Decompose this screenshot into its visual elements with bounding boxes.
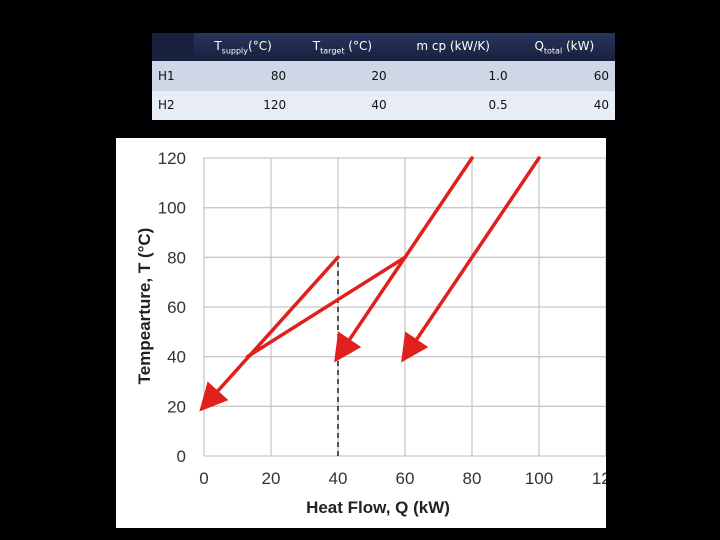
y-tick-label: 80 bbox=[167, 248, 186, 267]
table-row: H2 120 40 0.5 40 bbox=[152, 91, 615, 121]
table-header-row: Tsupply(°C) Ttarget (°C) m cp (kW/K) Qto… bbox=[152, 33, 615, 61]
y-tick-label: 0 bbox=[177, 447, 186, 466]
y-axis-title: Tempearture, T (°C) bbox=[135, 228, 154, 385]
table-cell: 1.0 bbox=[488, 69, 508, 83]
series-line-3 bbox=[245, 255, 407, 359]
y-tick-label: 40 bbox=[167, 348, 186, 367]
table-cell: 20 bbox=[371, 69, 387, 83]
x-tick-label: 80 bbox=[463, 469, 482, 488]
row-label: H2 bbox=[158, 98, 175, 113]
header-q-total: Qtotal (kW) bbox=[513, 33, 615, 61]
x-tick-label: 120 bbox=[592, 469, 606, 488]
row-label: H1 bbox=[158, 69, 175, 83]
x-tick-label: 100 bbox=[525, 469, 553, 488]
table-cell: 40 bbox=[371, 98, 387, 113]
temperature-heat-flow-chart: 0 20 40 60 80 100 120 0 20 40 60 80 100 120 Heat Flow… bbox=[135, 149, 606, 517]
y-tick-label: 100 bbox=[158, 199, 186, 218]
table-cell: 0.5 bbox=[488, 98, 508, 113]
table-cell: 60 bbox=[593, 69, 609, 83]
header-mcp: m cp (kW/K) bbox=[392, 33, 514, 61]
table-cell: 40 bbox=[593, 98, 609, 113]
table-corner-cell bbox=[152, 33, 194, 61]
header-t-supply: Tsupply(°C) bbox=[194, 33, 293, 61]
y-tick-label: 60 bbox=[167, 298, 186, 317]
series-line-1 bbox=[199, 255, 340, 412]
y-tick-label: 20 bbox=[167, 397, 186, 416]
x-tick-label: 60 bbox=[396, 469, 415, 488]
x-axis-title: Heat Flow, Q (kW) bbox=[306, 498, 450, 517]
y-tick-label: 120 bbox=[158, 149, 186, 168]
x-tick-label: 20 bbox=[262, 469, 281, 488]
table-row: H1 80 20 1.0 60 bbox=[152, 61, 615, 91]
x-tick-label: 40 bbox=[329, 469, 348, 488]
header-t-target: Ttarget (°C) bbox=[292, 33, 393, 61]
series-line-4 bbox=[401, 156, 541, 363]
stream-data-table: Tsupply(°C) Ttarget (°C) m cp (kW/K) Qto… bbox=[152, 33, 615, 123]
table-cell: 80 bbox=[270, 69, 287, 83]
table-cell: 120 bbox=[263, 98, 287, 113]
x-tick-label: 0 bbox=[199, 469, 208, 488]
chart-panel: 0 20 40 60 80 100 120 0 20 40 60 80 100 120 Heat Flow… bbox=[116, 138, 606, 528]
